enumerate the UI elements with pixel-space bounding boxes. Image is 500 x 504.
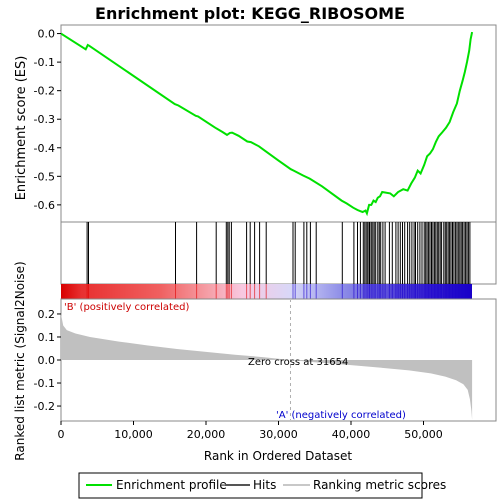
- top-yaxis-ticks: 0.0 -0.1 -0.2 -0.3 -0.4 -0.5 -0.6: [34, 28, 61, 212]
- xtick-label: 20,000: [187, 428, 226, 441]
- color-bar-hits: [86, 284, 471, 299]
- top-ylabel: Enrichment score (ES): [14, 56, 29, 201]
- ranking-metric-area: [61, 314, 473, 420]
- enrichment-profile-line: [61, 31, 474, 217]
- legend-enrichment-label: Enrichment profile: [116, 478, 227, 492]
- xtick-label: 0: [58, 428, 65, 441]
- rank-ytick-label: 0.0: [38, 354, 56, 367]
- rank-ytick-label: 0.1: [38, 331, 56, 344]
- top-ytick-label: -0.6: [34, 199, 55, 212]
- hits-marks: [86, 222, 471, 284]
- legend-hits-label: Hits: [253, 478, 276, 492]
- xtick-label: 30,000: [259, 428, 298, 441]
- xaxis-label: Rank in Ordered Dataset: [204, 449, 352, 463]
- top-ytick-label: -0.5: [34, 170, 55, 183]
- legend-ranking-label: Ranking metric scores: [313, 478, 446, 492]
- xtick-label: 10,000: [114, 428, 153, 441]
- top-ytick-label: -0.3: [34, 113, 55, 126]
- rank-ytick-label: -0.1: [34, 377, 55, 390]
- negative-correlation-label: 'A' (negatively correlated): [276, 410, 406, 421]
- legend-box: [78, 472, 423, 499]
- zero-cross-label: Zero cross at 31654: [248, 357, 348, 368]
- positive-correlation-label: 'B' (positively correlated): [64, 302, 189, 313]
- top-panel-frame: [60, 24, 497, 223]
- top-ytick-label: -0.2: [34, 85, 55, 98]
- chart-title: Enrichment plot: KEGG_RIBOSOME: [95, 4, 405, 23]
- xtick-label: 40,000: [332, 428, 371, 441]
- top-ytick-label: -0.4: [34, 142, 55, 155]
- top-ytick-label: -0.1: [34, 56, 55, 69]
- top-ytick-label: 0.0: [38, 28, 56, 41]
- xaxis-ticks: 0 10,000 20,000 30,000 40,000 50,000: [58, 421, 443, 441]
- hits-panel-frame: [60, 221, 497, 285]
- rank-ytick-label: 0.2: [38, 308, 56, 321]
- rank-ytick-label: -0.2: [34, 400, 55, 413]
- rank-ylabel: Ranked list metric (Signal2Noise): [13, 261, 27, 460]
- xtick-label: 50,000: [404, 428, 443, 441]
- rank-yaxis-ticks: 0.2 0.1 0.0 -0.1 -0.2: [34, 308, 61, 413]
